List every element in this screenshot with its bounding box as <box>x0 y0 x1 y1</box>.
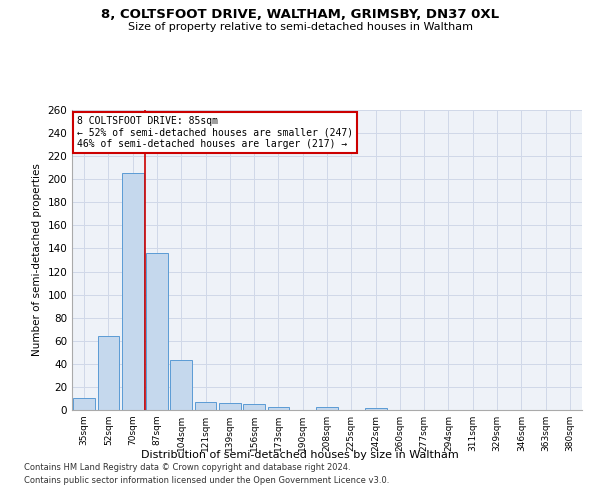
Bar <box>194 402 217 410</box>
Bar <box>243 404 265 410</box>
Bar <box>97 336 119 410</box>
Bar <box>268 406 289 410</box>
Bar <box>146 253 168 410</box>
Bar <box>316 406 338 410</box>
Y-axis label: Number of semi-detached properties: Number of semi-detached properties <box>32 164 42 356</box>
Bar <box>73 398 95 410</box>
Text: 8 COLTSFOOT DRIVE: 85sqm
← 52% of semi-detached houses are smaller (247)
46% of : 8 COLTSFOOT DRIVE: 85sqm ← 52% of semi-d… <box>77 116 353 149</box>
Bar <box>170 360 192 410</box>
Text: Distribution of semi-detached houses by size in Waltham: Distribution of semi-detached houses by … <box>141 450 459 460</box>
Text: 8, COLTSFOOT DRIVE, WALTHAM, GRIMSBY, DN37 0XL: 8, COLTSFOOT DRIVE, WALTHAM, GRIMSBY, DN… <box>101 8 499 20</box>
Text: Contains public sector information licensed under the Open Government Licence v3: Contains public sector information licen… <box>24 476 389 485</box>
Text: Size of property relative to semi-detached houses in Waltham: Size of property relative to semi-detach… <box>128 22 473 32</box>
Bar <box>365 408 386 410</box>
Text: Contains HM Land Registry data © Crown copyright and database right 2024.: Contains HM Land Registry data © Crown c… <box>24 464 350 472</box>
Bar <box>122 174 143 410</box>
Bar <box>219 403 241 410</box>
